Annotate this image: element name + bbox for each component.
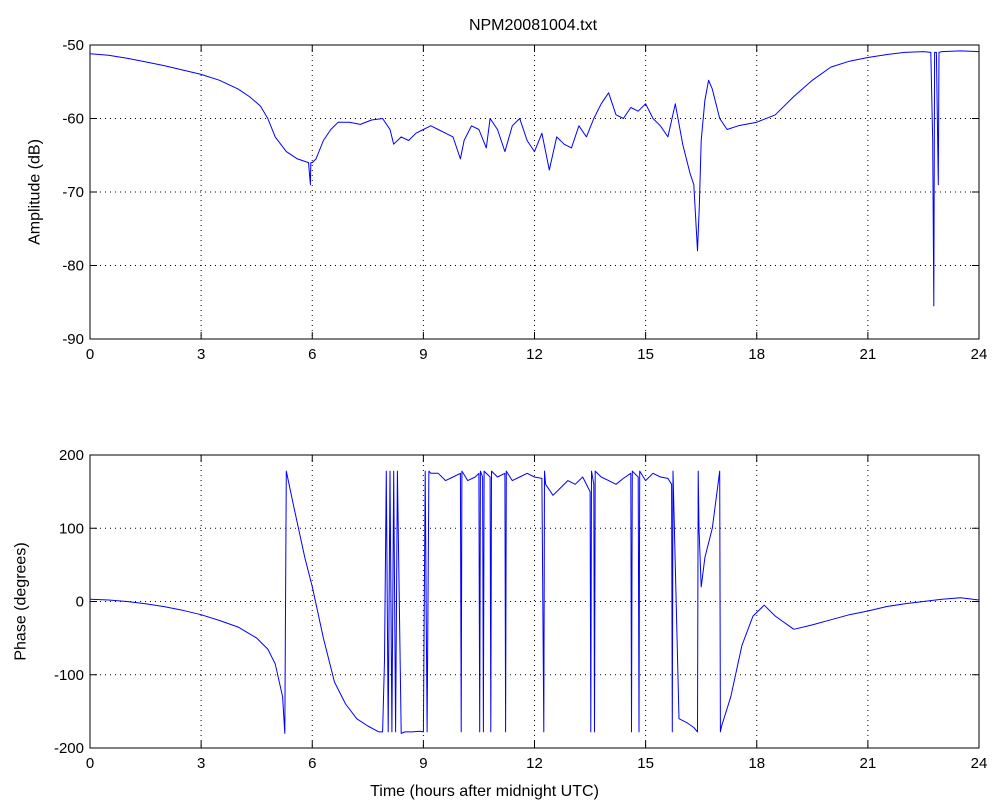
amplitude-y-tick-label: -70: [62, 184, 84, 201]
amplitude-plot: 0 3 6 9 12 15 18 21 24 -90 -80 -70 -60 -50 Amplitude …: [27, 37, 988, 363]
amplitude-x-tick-label: 3: [197, 346, 205, 363]
phase-x-tick-label: 21: [860, 755, 877, 772]
amplitude-x-tick-label: 9: [419, 346, 427, 363]
phase-grid: [90, 455, 979, 748]
amplitude-series-line: [89, 50, 980, 307]
phase-x-tick-label: 24: [971, 755, 988, 772]
phase-y-tick-label: 200: [59, 447, 84, 464]
phase-ticks: 0 3 6 9 12 15 18 21 24 -200 -100 0 100 200: [54, 447, 987, 772]
amplitude-ticks: 0 3 6 9 12 15 18 21 24 -90 -80 -70 -60 -50: [62, 37, 987, 363]
phase-x-tick-label: 3: [197, 755, 205, 772]
amplitude-y-tick-label: -80: [62, 258, 84, 275]
phase-series-line: [89, 470, 980, 734]
phase-y-axis-label: Phase (degrees): [13, 542, 30, 660]
phase-x-tick-label: 6: [308, 755, 316, 772]
time-x-axis-label: Time (hours after midnight UTC): [370, 783, 599, 800]
phase-y-tick-label: -100: [54, 667, 84, 684]
phase-x-tick-label: 18: [748, 755, 765, 772]
phase-x-tick-label: 0: [86, 755, 94, 772]
amplitude-x-tick-label: 0: [86, 346, 94, 363]
amplitude-y-tick-label: -60: [62, 111, 84, 128]
phase-y-tick-label: -200: [54, 740, 84, 757]
phase-x-tick-label: 9: [419, 755, 427, 772]
amplitude-x-tick-label: 6: [308, 346, 316, 363]
amplitude-x-tick-label: 21: [860, 346, 877, 363]
amplitude-x-tick-label: 24: [971, 346, 988, 363]
amplitude-x-tick-label: 15: [637, 346, 654, 363]
chart-title: NPM20081004.txt: [469, 17, 598, 34]
phase-y-tick-label: 100: [59, 520, 84, 537]
amplitude-grid: [90, 45, 979, 339]
phase-y-tick-label: 0: [76, 594, 84, 611]
phase-x-tick-label: 12: [526, 755, 543, 772]
amplitude-y-tick-label: -50: [62, 37, 84, 54]
phase-plot: 0 3 6 9 12 15 18 21 24 -200 -100 0 100 200 Phase (deg…: [13, 447, 988, 800]
amplitude-y-tick-label: -90: [62, 331, 84, 348]
amplitude-x-tick-label: 12: [526, 346, 543, 363]
amplitude-x-tick-label: 18: [748, 346, 765, 363]
phase-x-tick-label: 15: [637, 755, 654, 772]
amplitude-y-axis-label: Amplitude (dB): [27, 139, 44, 245]
